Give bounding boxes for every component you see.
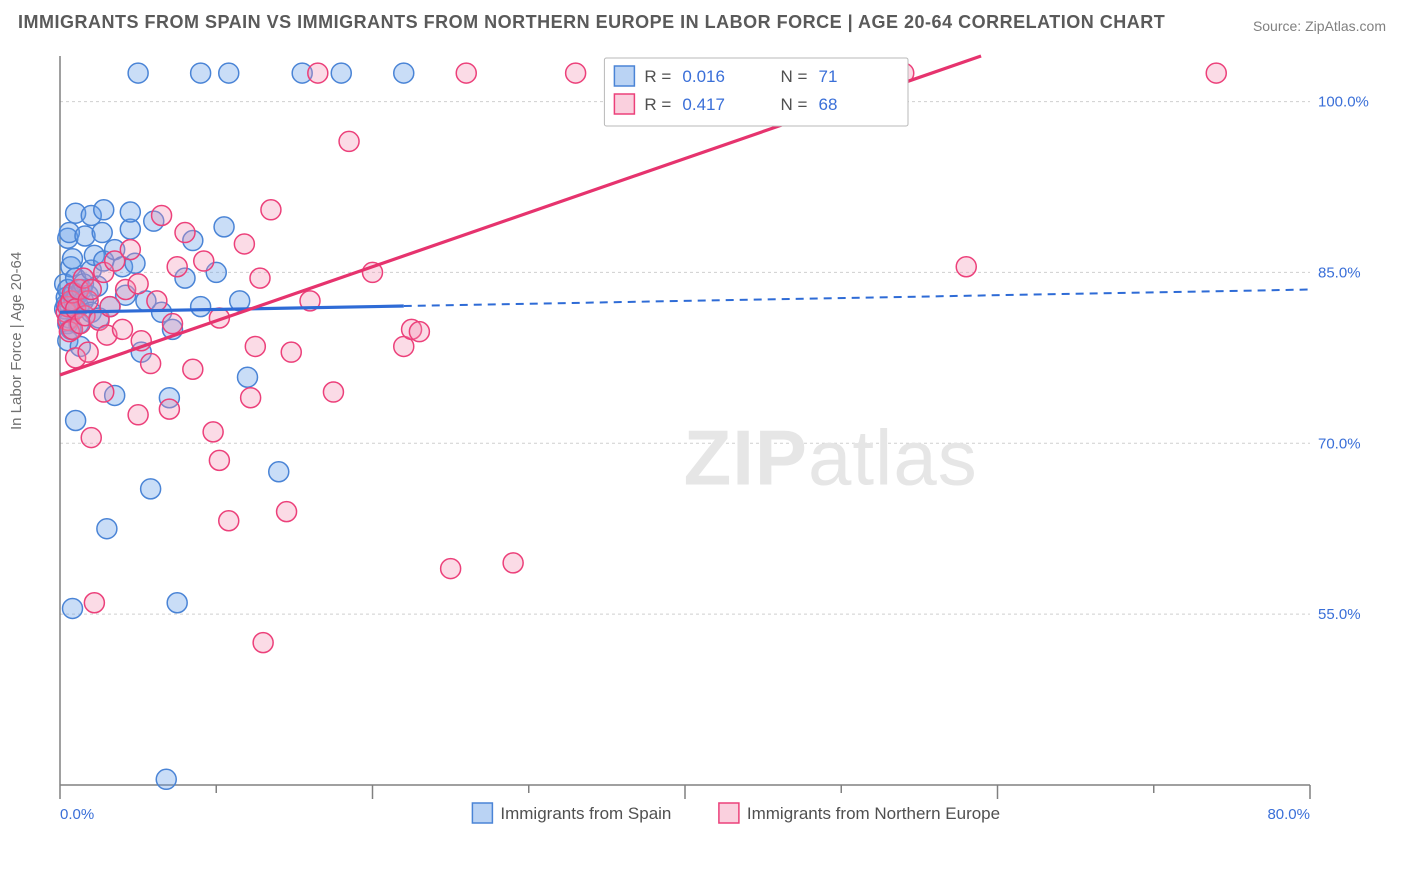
data-point-north_eur — [120, 240, 140, 260]
data-point-north_eur — [84, 593, 104, 613]
data-point-north_eur — [234, 234, 254, 254]
y-tick-label: 70.0% — [1318, 435, 1361, 452]
series-label-spain: Immigrants from Spain — [500, 804, 671, 823]
series-label-north_eur: Immigrants from Northern Europe — [747, 804, 1000, 823]
data-point-north_eur — [441, 559, 461, 579]
data-point-north_eur — [159, 399, 179, 419]
data-point-north_eur — [113, 319, 133, 339]
data-point-spain — [167, 593, 187, 613]
source-value: ZipAtlas.com — [1305, 18, 1386, 34]
legend-swatch-spain — [614, 66, 634, 86]
x-tick-label: 0.0% — [60, 806, 94, 823]
data-point-spain — [94, 200, 114, 220]
trend-line-spain-ext — [404, 290, 1310, 307]
data-point-spain — [191, 63, 211, 83]
data-point-spain — [141, 479, 161, 499]
data-point-north_eur — [163, 314, 183, 334]
series-swatch-spain — [472, 803, 492, 823]
data-point-north_eur — [281, 342, 301, 362]
data-point-north_eur — [141, 354, 161, 374]
data-point-spain — [92, 223, 112, 243]
data-point-north_eur — [323, 382, 343, 402]
data-point-spain — [156, 769, 176, 789]
data-point-spain — [214, 217, 234, 237]
data-point-north_eur — [81, 428, 101, 448]
data-point-north_eur — [194, 251, 214, 271]
data-point-north_eur — [409, 322, 429, 342]
plot-svg: 55.0% 70.0% 85.0% 100.0% 0.0% 80.0% ZIPatlas R … — [50, 50, 1370, 840]
data-point-spain — [269, 462, 289, 482]
data-point-north_eur — [175, 223, 195, 243]
data-point-north_eur — [245, 336, 265, 356]
y-tick-label: 100.0% — [1318, 94, 1369, 111]
data-point-north_eur — [128, 274, 148, 294]
x-tick-label: 80.0% — [1267, 806, 1310, 823]
data-point-spain — [219, 63, 239, 83]
data-point-spain — [63, 598, 83, 618]
data-point-spain — [63, 249, 83, 269]
legend-R-label: R = — [644, 95, 671, 114]
data-point-north_eur — [100, 297, 120, 317]
data-point-north_eur — [503, 553, 523, 573]
data-point-north_eur — [209, 450, 229, 470]
series-swatch-north_eur — [719, 803, 739, 823]
data-point-north_eur — [78, 342, 98, 362]
data-point-north_eur — [1206, 63, 1226, 83]
legend-N-label: N = — [780, 67, 807, 86]
watermark: ZIPatlas — [684, 414, 978, 502]
data-point-north_eur — [339, 131, 359, 151]
data-point-north_eur — [152, 205, 172, 225]
y-axis-title: In Labor Force | Age 20-64 — [8, 252, 25, 430]
legend-R-val-spain: 0.016 — [682, 67, 725, 86]
chart-title: IMMIGRANTS FROM SPAIN VS IMMIGRANTS FROM… — [18, 12, 1165, 33]
data-point-north_eur — [94, 382, 114, 402]
data-point-spain — [191, 297, 211, 317]
data-point-north_eur — [241, 388, 261, 408]
data-point-spain — [120, 202, 140, 222]
legend-swatch-north_eur — [614, 94, 634, 114]
data-point-north_eur — [81, 280, 101, 300]
data-point-north_eur — [253, 633, 273, 653]
source-attrib: Source: ZipAtlas.com — [1253, 18, 1386, 34]
source-label: Source: — [1253, 18, 1305, 34]
data-point-north_eur — [261, 200, 281, 220]
data-point-north_eur — [277, 502, 297, 522]
data-point-north_eur — [566, 63, 586, 83]
data-point-spain — [331, 63, 351, 83]
data-point-spain — [394, 63, 414, 83]
data-point-north_eur — [250, 268, 270, 288]
data-point-north_eur — [183, 359, 203, 379]
data-point-north_eur — [308, 63, 328, 83]
data-point-spain — [66, 411, 86, 431]
data-point-north_eur — [219, 511, 239, 531]
data-point-north_eur — [456, 63, 476, 83]
legend-R-val-north_eur: 0.417 — [682, 95, 725, 114]
data-point-spain — [97, 519, 117, 539]
scatter-plot: 55.0% 70.0% 85.0% 100.0% 0.0% 80.0% ZIPatlas R … — [50, 50, 1370, 840]
y-tick-label: 85.0% — [1318, 264, 1361, 281]
legend-R-label: R = — [644, 67, 671, 86]
data-point-spain — [128, 63, 148, 83]
data-point-north_eur — [128, 405, 148, 425]
legend-N-val-north_eur: 68 — [818, 95, 837, 114]
data-point-north_eur — [203, 422, 223, 442]
data-point-north_eur — [167, 257, 187, 277]
legend-N-val-spain: 71 — [818, 67, 837, 86]
data-point-north_eur — [147, 291, 167, 311]
y-tick-label: 55.0% — [1318, 606, 1361, 623]
data-point-spain — [238, 367, 258, 387]
data-point-north_eur — [956, 257, 976, 277]
legend-N-label: N = — [780, 95, 807, 114]
